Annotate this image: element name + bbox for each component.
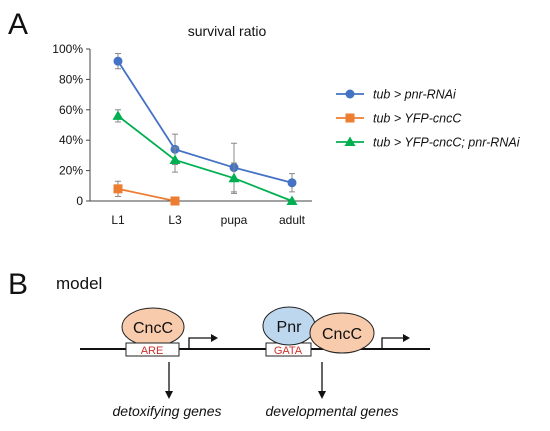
y-tick-label: 60% — [59, 103, 83, 117]
panel-b-label: B — [8, 268, 28, 301]
model-title: model — [56, 274, 102, 293]
y-tick-label: 80% — [59, 72, 83, 86]
x-tick-label: pupa — [221, 213, 248, 227]
legend-label: tub > YFP-cncC — [373, 112, 462, 126]
y-tick-label: 20% — [59, 164, 83, 178]
data-point — [112, 110, 124, 120]
x-tick-group: L1 L3 pupa adult — [111, 213, 305, 227]
legend-label: tub > pnr-RNAi — [373, 88, 457, 102]
legend-marker — [345, 89, 355, 99]
data-point — [113, 184, 123, 194]
y-tick-label: 40% — [59, 133, 83, 147]
cncc-label-right: CncC — [322, 326, 362, 343]
series-group — [112, 53, 298, 206]
pnr-label: Pnr — [277, 319, 303, 336]
chart-title: survival ratio — [188, 23, 267, 39]
down-arrowhead-right — [318, 391, 326, 399]
data-point — [170, 196, 180, 206]
data-point — [286, 195, 298, 205]
down-arrowhead-left — [165, 391, 173, 399]
data-point — [169, 154, 181, 164]
transcription-arrowhead-left — [211, 334, 218, 342]
legend: tub > pnr-RNAi tub > YFP-cncC tub > YFP-cn… — [336, 88, 521, 150]
cncc-protein-right — [309, 312, 375, 354]
panel-a-label: A — [8, 8, 28, 41]
y-tick-group: 0 20% 40% 60% 80% 100% — [52, 42, 90, 208]
series-line — [117, 187, 176, 202]
series-circle — [113, 53, 297, 193]
right-module: GATA Pnr CncC developmental genes — [262, 306, 410, 419]
transcription-arrowhead-right — [403, 334, 410, 342]
series-triangle — [112, 109, 298, 205]
left-module: CncC ARE detoxifying genes — [113, 307, 222, 419]
series-line — [117, 60, 293, 184]
y-tick-label: 100% — [52, 42, 83, 56]
x-tick-label: adult — [279, 213, 306, 227]
transcription-start-arrow-right — [381, 337, 403, 348]
legend-label: tub > YFP-cncC; pnr-RNAi — [373, 136, 521, 150]
data-point — [228, 172, 240, 183]
x-tick-label: L1 — [111, 213, 125, 227]
are-element-label: ARE — [141, 345, 164, 357]
developmental-genes-label: developmental genes — [265, 403, 398, 419]
data-point — [287, 178, 297, 188]
x-tick-label: L3 — [168, 213, 182, 227]
series-square — [113, 180, 180, 206]
are-element-box — [125, 342, 180, 357]
transcription-start-arrow-left — [188, 337, 211, 348]
data-point — [113, 56, 123, 66]
y-tick-label: 0 — [76, 194, 83, 208]
gata-element-label: GATA — [274, 345, 303, 357]
legend-marker — [344, 136, 356, 146]
series-line — [117, 115, 293, 202]
legend-marker — [345, 113, 355, 123]
detoxifying-genes-label: detoxifying genes — [113, 403, 222, 419]
cncc-label-left: CncC — [133, 320, 173, 337]
survival-chart: survival ratio 0 20% 40% 60% 80% 100% L1 L3 pup… — [52, 23, 312, 227]
